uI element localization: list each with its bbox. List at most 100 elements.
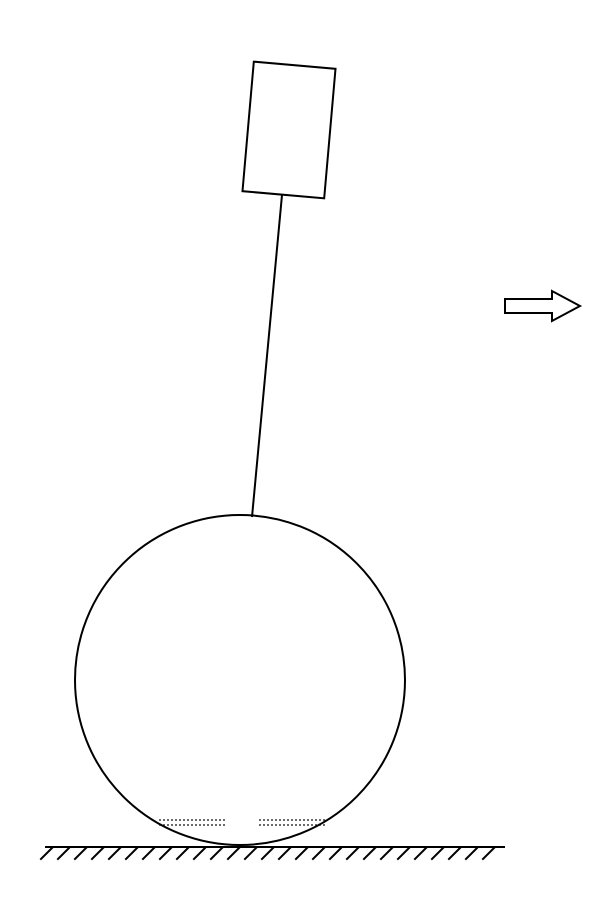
ground-hatch	[380, 847, 393, 860]
ground-hatch	[227, 847, 240, 860]
ground-hatch	[176, 847, 189, 860]
guide-dot	[259, 824, 261, 826]
ground-hatch	[329, 847, 342, 860]
guide-dot	[315, 819, 317, 821]
guide-dot	[275, 824, 277, 826]
guide-dot	[179, 824, 181, 826]
guide-dot	[195, 824, 197, 826]
guide-dot	[159, 824, 161, 826]
guide-dot	[211, 819, 213, 821]
ball	[75, 515, 405, 845]
guide-dot	[275, 819, 277, 821]
guide-dot	[259, 819, 261, 821]
guide-dot	[215, 819, 217, 821]
guide-dot	[303, 824, 305, 826]
guide-dot	[319, 824, 321, 826]
ground-hatch	[278, 847, 291, 860]
guide-dot	[175, 824, 177, 826]
guide-dot	[171, 824, 173, 826]
guide-dot	[291, 819, 293, 821]
guide-dot	[295, 819, 297, 821]
guide-dot	[207, 819, 209, 821]
guide-dot	[179, 819, 181, 821]
ground-hatch	[363, 847, 376, 860]
guide-dot	[183, 824, 185, 826]
ground-hatch	[57, 847, 70, 860]
guide-dot	[211, 824, 213, 826]
guide-dot	[223, 819, 225, 821]
guide-dot	[263, 824, 265, 826]
ground-hatch	[448, 847, 461, 860]
guide-dot	[215, 824, 217, 826]
ground-hatch	[431, 847, 444, 860]
guide-dot	[191, 819, 193, 821]
guide-dot	[279, 824, 281, 826]
diagram-canvas	[0, 0, 612, 910]
ground-hatch	[244, 847, 257, 860]
guide-dot	[279, 819, 281, 821]
guide-dot	[287, 819, 289, 821]
guide-dot	[287, 824, 289, 826]
guide-dot	[187, 819, 189, 821]
ground-hatch	[74, 847, 87, 860]
guide-dot	[311, 824, 313, 826]
guide-dot	[203, 819, 205, 821]
ground-hatch	[312, 847, 325, 860]
ground-hatch	[465, 847, 478, 860]
guide-dot	[159, 819, 161, 821]
ground-hatch	[346, 847, 359, 860]
guide-dot	[171, 819, 173, 821]
guide-dot	[219, 819, 221, 821]
ground-hatch	[108, 847, 121, 860]
ground-hatch	[295, 847, 308, 860]
guide-dot	[311, 819, 313, 821]
guide-dot	[195, 819, 197, 821]
guide-dot	[167, 824, 169, 826]
guide-dot	[191, 824, 193, 826]
ground-hatch	[125, 847, 138, 860]
ground-hatch	[142, 847, 155, 860]
guide-dot	[163, 819, 165, 821]
guide-dot	[319, 819, 321, 821]
pendulum-mass	[242, 62, 335, 199]
guide-dot	[199, 824, 201, 826]
guide-dot	[323, 819, 325, 821]
guide-dot	[283, 824, 285, 826]
guide-dot	[271, 819, 273, 821]
ground-hatch	[482, 847, 495, 860]
guide-dot	[263, 819, 265, 821]
guide-dot	[315, 824, 317, 826]
guide-dot	[283, 819, 285, 821]
guide-dot	[299, 819, 301, 821]
guide-dot	[167, 819, 169, 821]
guide-dot	[291, 824, 293, 826]
guide-dot	[267, 824, 269, 826]
ground-hatch	[91, 847, 104, 860]
direction-arrow	[505, 291, 580, 321]
guide-dot	[199, 819, 201, 821]
ground-hatch	[414, 847, 427, 860]
guide-dot	[303, 819, 305, 821]
guide-dot	[295, 824, 297, 826]
ground-hatch	[40, 847, 53, 860]
guide-dot	[183, 819, 185, 821]
guide-dot	[299, 824, 301, 826]
ground-hatch	[210, 847, 223, 860]
guide-dot	[203, 824, 205, 826]
ground-hatch	[159, 847, 172, 860]
guide-dot	[175, 819, 177, 821]
guide-dot	[163, 824, 165, 826]
guide-dot	[219, 824, 221, 826]
guide-dot	[223, 824, 225, 826]
guide-dot	[187, 824, 189, 826]
guide-dot	[267, 819, 269, 821]
ground-hatch	[261, 847, 274, 860]
ground-hatch	[193, 847, 206, 860]
guide-dot	[323, 824, 325, 826]
guide-dot	[271, 824, 273, 826]
guide-dot	[307, 824, 309, 826]
pendulum-rod	[252, 195, 282, 517]
guide-dot	[207, 824, 209, 826]
ground-hatch	[397, 847, 410, 860]
guide-dot	[307, 819, 309, 821]
